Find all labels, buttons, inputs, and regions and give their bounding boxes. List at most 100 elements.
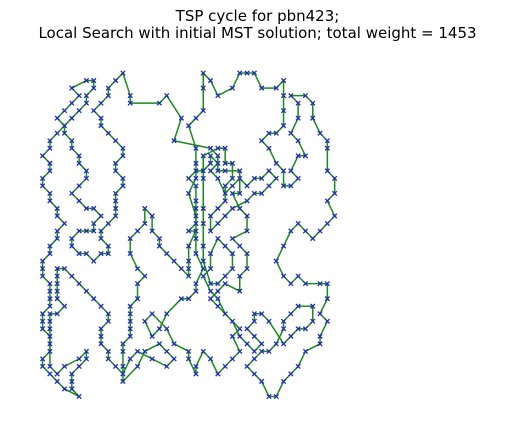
city-marker xyxy=(200,273,206,279)
city-marker xyxy=(134,296,141,302)
city-marker xyxy=(251,371,258,377)
city-marker xyxy=(156,243,163,249)
city-marker xyxy=(83,250,90,257)
city-marker xyxy=(207,356,214,362)
city-marker xyxy=(244,326,250,332)
city-marker xyxy=(273,160,279,166)
city-marker xyxy=(258,341,265,347)
city-marker xyxy=(324,318,331,324)
tour-edge xyxy=(231,335,241,352)
city-marker xyxy=(324,296,331,302)
tour-edge xyxy=(166,298,182,315)
city-marker xyxy=(39,175,46,182)
city-marker xyxy=(244,198,250,204)
city-marker xyxy=(105,220,111,227)
city-marker xyxy=(229,205,236,212)
city-marker xyxy=(105,92,111,99)
city-marker xyxy=(47,250,53,257)
city-marker xyxy=(54,371,60,377)
city-marker xyxy=(83,77,90,84)
city-marker xyxy=(112,205,119,212)
city-marker xyxy=(280,123,287,129)
city-marker xyxy=(76,198,82,204)
city-marker xyxy=(69,243,75,249)
city-marker xyxy=(47,311,53,317)
city-marker xyxy=(69,190,75,197)
city-marker xyxy=(149,311,155,317)
city-marker xyxy=(200,243,206,249)
city-marker xyxy=(229,265,236,272)
city-marker xyxy=(178,296,184,302)
city-marker xyxy=(54,273,60,279)
city-marker xyxy=(193,115,199,121)
city-marker xyxy=(47,190,53,197)
city-marker xyxy=(237,333,243,339)
city-marker xyxy=(266,393,272,400)
city-marker xyxy=(105,250,111,257)
city-marker xyxy=(222,280,228,287)
city-marker xyxy=(207,296,214,302)
city-marker xyxy=(193,168,199,174)
city-marker xyxy=(251,348,258,355)
city-marker xyxy=(76,280,82,287)
city-marker xyxy=(237,190,243,197)
city-marker xyxy=(215,160,221,166)
city-marker xyxy=(164,326,170,332)
city-marker xyxy=(47,145,53,151)
city-marker xyxy=(76,228,82,234)
city-marker xyxy=(295,115,301,121)
city-marker xyxy=(207,213,214,219)
city-marker xyxy=(127,311,133,317)
city-marker xyxy=(171,138,177,144)
city-marker xyxy=(61,107,68,114)
city-marker xyxy=(207,153,214,159)
city-marker xyxy=(54,235,60,242)
city-marker xyxy=(215,288,221,294)
tour-edge xyxy=(275,245,285,262)
city-marker xyxy=(105,348,111,355)
city-marker xyxy=(200,175,206,182)
city-marker xyxy=(324,220,331,227)
city-marker xyxy=(47,280,53,287)
city-marker xyxy=(207,265,214,272)
tour-edge xyxy=(217,87,233,97)
city-marker xyxy=(105,356,111,362)
city-marker xyxy=(149,356,155,362)
city-marker xyxy=(295,326,301,332)
tour-edge xyxy=(275,260,285,277)
city-marker xyxy=(244,213,250,219)
city-marker xyxy=(200,70,206,76)
city-marker xyxy=(273,175,279,182)
city-marker xyxy=(207,168,214,174)
city-marker xyxy=(142,220,148,227)
city-marker xyxy=(142,318,148,324)
city-marker xyxy=(215,92,221,99)
city-marker xyxy=(47,288,53,294)
city-marker xyxy=(91,220,97,227)
city-marker xyxy=(83,348,90,355)
city-marker xyxy=(295,100,301,106)
city-marker xyxy=(47,198,53,204)
city-marker xyxy=(91,258,97,264)
city-marker xyxy=(193,288,199,294)
city-marker xyxy=(237,70,243,76)
city-marker xyxy=(200,107,206,114)
city-marker xyxy=(237,205,243,212)
city-marker xyxy=(215,371,221,377)
city-marker xyxy=(98,341,104,347)
city-marker xyxy=(229,333,236,339)
city-marker xyxy=(54,296,60,302)
city-marker xyxy=(39,183,46,189)
city-marker xyxy=(288,130,294,136)
chart-title-line-1: TSP cycle for pbn423; xyxy=(175,7,340,25)
city-marker xyxy=(317,280,323,287)
city-marker xyxy=(258,175,265,182)
city-marker xyxy=(258,85,265,91)
city-marker xyxy=(222,183,228,189)
city-marker xyxy=(185,175,192,182)
city-marker xyxy=(273,393,279,400)
tour-edge xyxy=(195,253,204,269)
city-marker xyxy=(112,160,119,166)
city-marker xyxy=(244,265,250,272)
city-marker xyxy=(156,235,163,242)
